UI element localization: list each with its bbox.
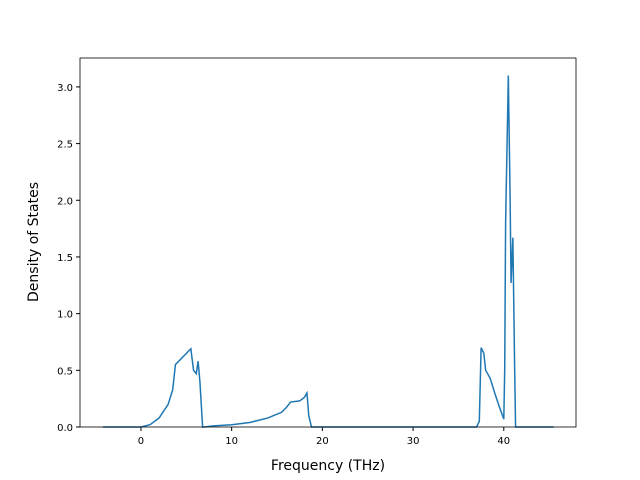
- y-tick-label: 0.0: [57, 423, 73, 434]
- x-tick-label: 20: [316, 436, 329, 447]
- x-axis-label: Frequency (THz): [271, 458, 385, 474]
- y-tick-label: 0.5: [57, 366, 73, 377]
- x-tick-label: 0: [138, 436, 144, 447]
- y-tick-label: 3.0: [57, 83, 73, 94]
- x-tick-label: 10: [225, 436, 238, 447]
- plot-frame: [79, 57, 577, 428]
- line-series: [102, 75, 554, 428]
- x-tick-label: 30: [407, 436, 420, 447]
- y-tick-label: 2.0: [57, 196, 73, 207]
- y-tick-label: 1.0: [57, 310, 73, 321]
- y-tick-label: 1.5: [57, 253, 73, 264]
- y-axis-label: Density of States: [26, 182, 42, 302]
- y-tick-label: 2.5: [57, 140, 73, 151]
- x-tick-label: 40: [497, 436, 510, 447]
